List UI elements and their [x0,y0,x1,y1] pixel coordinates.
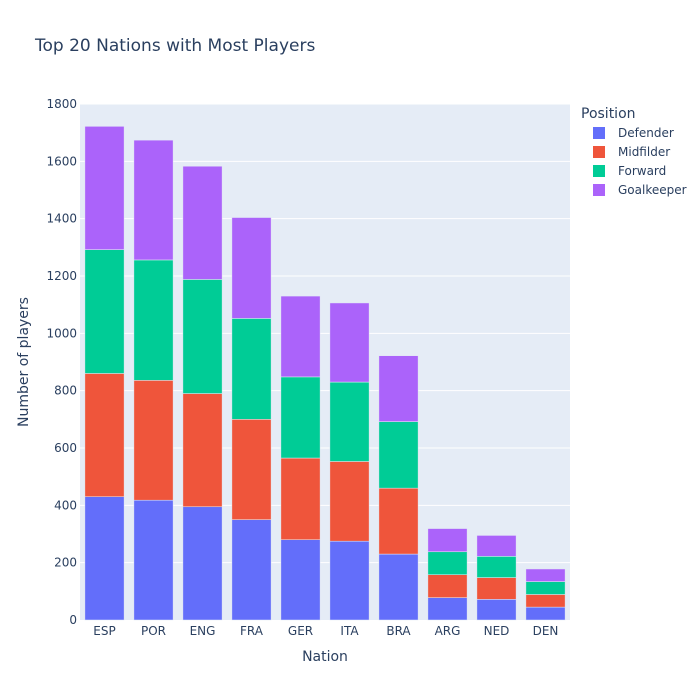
legend-label-midfilder[interactable]: Midfilder [618,145,670,159]
bar-ger-forward [280,376,321,459]
y-tick-label: 800 [54,384,77,398]
x-tick-label: GER [288,624,313,638]
bar-ger-goalkeeper [280,295,321,378]
bar-eng-forward [182,279,223,394]
bar-fra-defender [231,519,272,621]
y-tick-label: 1800 [46,97,77,111]
chart-title: Top 20 Nations with Most Players [34,36,315,56]
bar-den-defender [525,606,566,621]
y-tick-label: 600 [54,441,77,455]
x-tick-label: NED [484,624,510,638]
bar-eng-goalkeeper [182,165,223,280]
bar-esp-midfilder [84,373,125,497]
bar-fra-midfilder [231,419,272,520]
bar-por-midfilder [133,380,174,501]
y-axis-title: Number of players [16,297,32,427]
bar-bra-goalkeeper [378,355,419,422]
legend-label-goalkeeper[interactable]: Goalkeeper [618,183,687,197]
y-tick-label: 1400 [46,212,77,226]
bar-fra-goalkeeper [231,217,272,319]
legend-label-defender[interactable]: Defender [618,126,674,140]
y-tick-label: 1000 [46,326,77,340]
bar-bra-defender [378,553,419,621]
legend-label-forward[interactable]: Forward [618,164,666,178]
bar-bra-midfilder [378,487,419,555]
x-tick-label: ITA [340,624,359,638]
bar-por-forward [133,259,174,381]
bar-arg-defender [427,597,468,621]
bar-por-goalkeeper [133,139,174,261]
bar-arg-forward [427,551,468,575]
bars [84,126,566,621]
y-tick-labels: 0 200 400 600 800 1000 1200 1400 1600 1800 [46,97,77,627]
x-tick-label: BRA [386,624,411,638]
bar-bra-forward [378,421,419,489]
bar-esp-defender [84,496,125,621]
legend-swatch-defender[interactable] [593,127,605,139]
x-tick-label: ARG [435,624,461,638]
bar-por-defender [133,499,174,621]
x-tick-label: ESP [93,624,115,638]
legend-swatch-forward[interactable] [593,165,605,177]
x-tick-label: ENG [190,624,216,638]
bar-ita-midfilder [329,461,370,542]
bar-fra-forward [231,318,272,420]
y-tick-label: 1600 [46,154,77,168]
bar-den-forward [525,581,566,595]
bar-arg-goalkeeper [427,528,468,553]
bar-eng-defender [182,506,223,621]
bar-arg-midfilder [427,574,468,598]
x-axis-title: Nation [302,649,348,665]
bar-den-goalkeeper [525,568,566,582]
y-tick-label: 400 [54,498,77,512]
legend-title: Position [581,106,636,122]
bar-ned-goalkeeper [476,535,517,557]
bar-esp-forward [84,249,125,374]
bar-esp-goalkeeper [84,126,125,250]
bar-ned-midfilder [476,577,517,600]
x-tick-label: FRA [240,624,264,638]
bar-ita-defender [329,540,370,621]
legend: Position Defender Midfilder Forward Goalkee… [581,106,687,197]
y-tick-label: 0 [69,613,77,627]
y-tick-label: 200 [54,556,77,570]
y-tick-label: 1200 [46,269,77,283]
bar-den-midfilder [525,594,566,608]
bar-ned-defender [476,599,517,621]
bar-ita-forward [329,381,370,462]
x-tick-labels: ESP POR ENG FRA GER ITA BRA ARG NED DEN [93,624,558,638]
x-tick-label: POR [141,624,166,638]
bar-ger-defender [280,539,321,621]
bar-ger-midfilder [280,457,321,540]
bar-eng-midfilder [182,393,223,508]
x-tick-label: DEN [533,624,559,638]
bar-ita-goalkeeper [329,302,370,383]
bar-ned-forward [476,556,517,578]
legend-swatch-goalkeeper[interactable] [593,184,605,196]
legend-swatch-midfilder[interactable] [593,146,605,158]
